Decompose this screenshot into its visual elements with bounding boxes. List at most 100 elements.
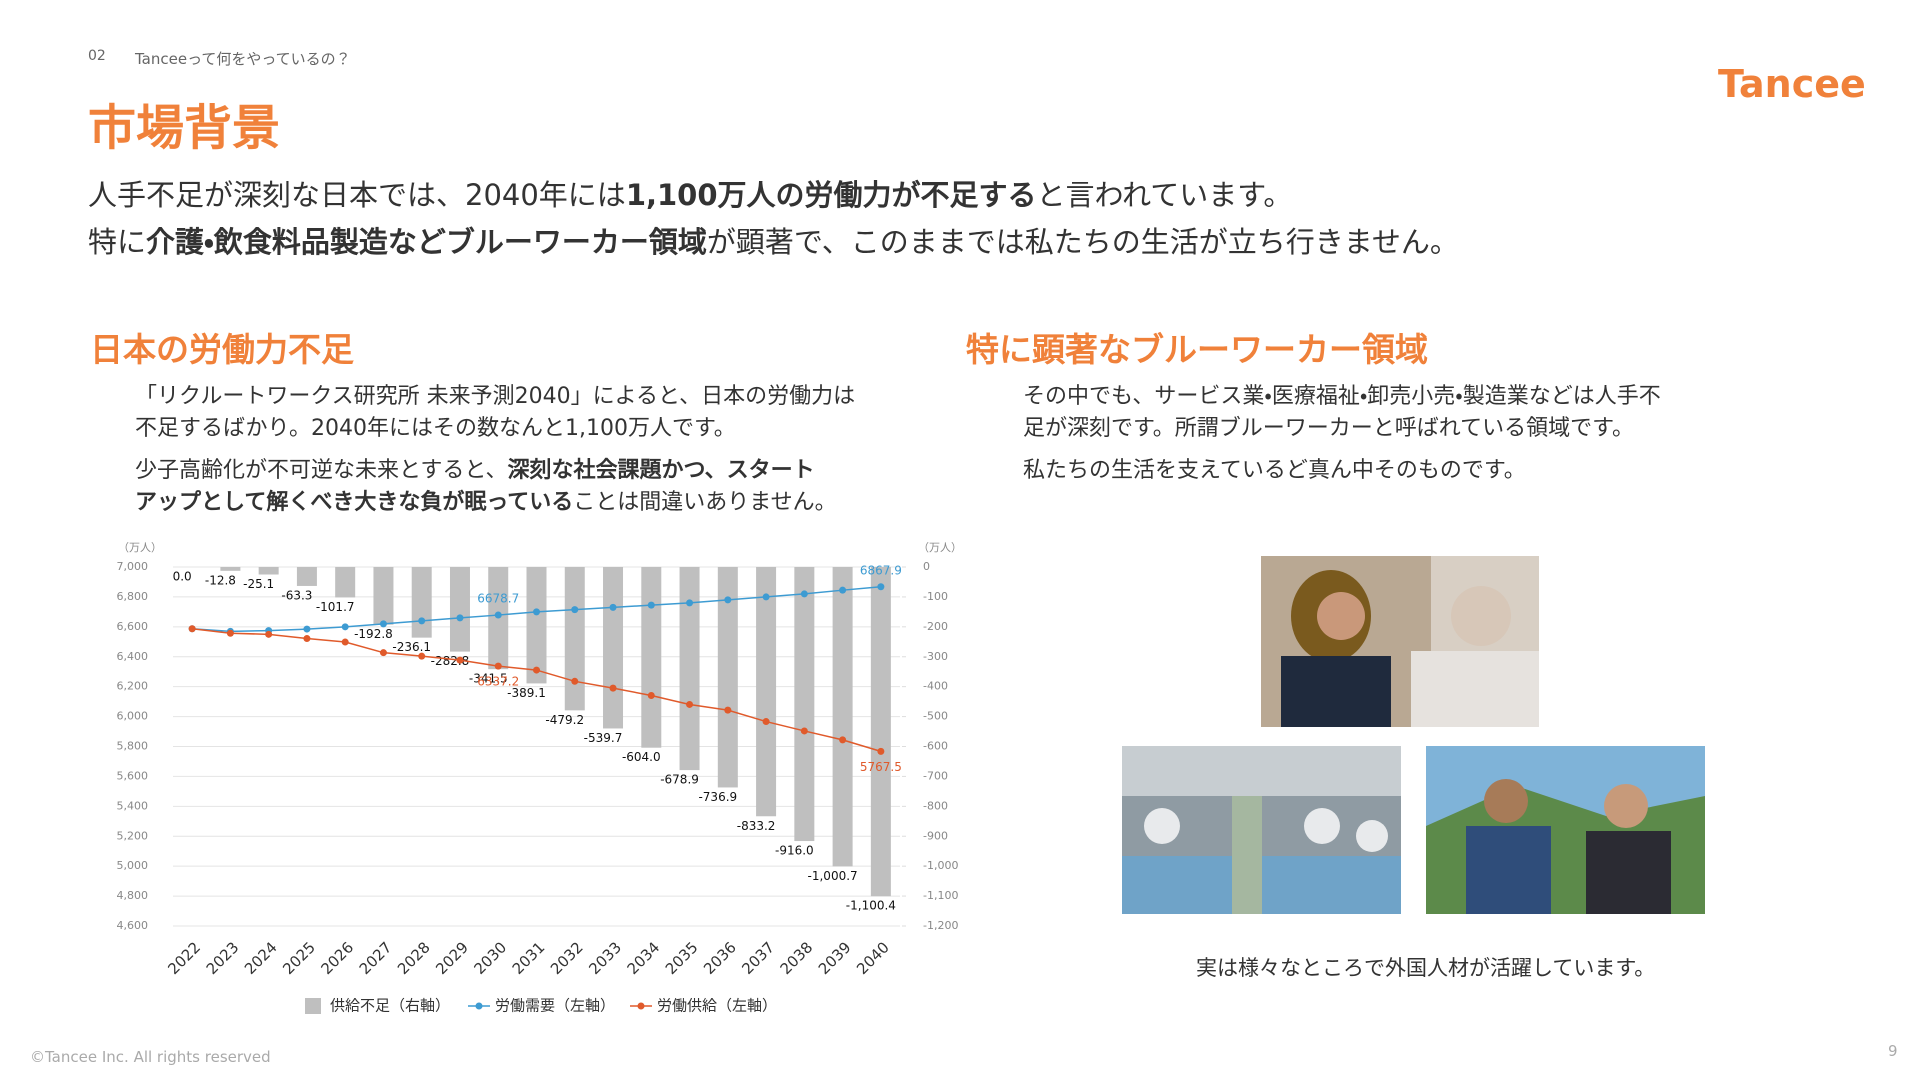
text: 足が深刻です。所謂ブルーワーカーと呼ばれている領域です。 [1023,416,1634,441]
line-point [877,583,885,591]
line-point [724,596,732,604]
y2-tick-label: -700 [923,769,948,782]
y-tick-label: 7,000 [117,560,149,573]
photo-caption: 実は様々なところで外国人材が活躍しています。 [1196,956,1656,980]
y2-tick-label: -600 [923,740,948,753]
line-point [686,700,694,708]
x-tick-label: 2028 [394,938,434,978]
bold-text: 深刻な社会課題かつ、スタート [507,458,815,483]
bar [717,567,738,788]
bar-value-label: -539.7 [584,731,623,745]
bar [870,567,891,897]
text: ことは間違いありません。 [573,490,837,515]
text-line: その中でも、サービス業・医療福祉・卸売小売・製造業などは人手不 [1023,381,1661,413]
line-point [303,635,311,643]
bar [449,567,470,652]
x-tick-label: 2035 [662,938,702,978]
line-point [265,630,273,638]
bar [603,567,624,729]
line-point [762,593,770,601]
bar [679,567,700,771]
bar-value-label: -1,100.4 [846,899,896,913]
chart: （万人） （万人） 4,600 4,800 5,000 5,200 5,400 5,600 5,… [117,541,963,1015]
y-tick-label: 5,000 [117,859,149,872]
logo: Tancee [1718,62,1866,106]
photo [1261,556,1539,727]
text: 不足するばかり。2040年にはその数なんと1,100万人です。 [135,416,736,441]
x-tick-label: 2034 [624,938,664,978]
bar [335,567,356,598]
text-line: 不足するばかり。2040年にはその数なんと1,100万人です。 [135,413,855,445]
text-line: 「リクルートワークス研究所 未来予測2040」によると、日本の労働力は [135,381,855,413]
x-tick-label: 2024 [241,938,281,978]
text: 私たちの生活を支えているど真ん中そのものです。 [1023,458,1526,483]
y2-tick-label: -800 [923,799,948,812]
bar-value-label: 0.0 [173,570,192,584]
line-point [418,652,426,660]
text-line: アップとして解くべき大きな負が眠っていることは間違いありません。 [135,487,837,519]
line-point [839,586,847,594]
text-line: 足が深刻です。所謂ブルーワーカーと呼ばれている領域です。 [1023,413,1661,445]
bar [832,567,853,867]
page-title: 市場背景 [88,100,281,156]
bar-value-label: -1,000.7 [808,869,858,883]
line-point [533,666,540,674]
y2-tick-label: -1,100 [923,889,958,902]
text: 人手不足が深刻な日本では、2040年には [88,178,626,212]
text: と言われています。 [1036,178,1293,212]
line-point [800,590,808,598]
y-tick-label: 6,600 [117,620,149,633]
bold-text: アップとして解くべき大きな負が眠っている [135,490,574,515]
line-point [418,617,426,625]
section-title: Tanceeって何をやっているの？ [135,50,351,68]
x-tick-label: 2030 [471,938,511,978]
y-tick-label: 4,800 [117,889,149,902]
text-line: 私たちの生活を支えているど真ん中そのものです。 [1023,455,1526,487]
line-value-label: 6678.7 [477,592,519,606]
y-tick-label: 6,400 [117,650,149,663]
line-point [571,677,579,685]
bar-value-label: -63.3 [281,588,312,602]
y2-tick-label: -100 [923,590,948,603]
line-point [188,625,196,633]
page-number: 9 [1888,1042,1898,1060]
text-line: 特に介護・飲食料品製造などブルーワーカー領域が顕著で、このままでは私たちの生活が… [88,219,1459,266]
text: が顕著で、このままでは私たちの生活が立ち行きません。 [706,225,1459,259]
x-tick-label: 2039 [815,938,855,978]
y-tick-label: 6,800 [117,590,149,603]
x-tick-label: 2036 [700,938,740,978]
line-point [494,662,502,670]
bar [756,567,777,817]
line-point [533,608,540,616]
line-point [303,625,311,633]
y-tick-label: 4,600 [117,919,149,932]
line-value-label: 6867.9 [860,563,902,577]
line-point [379,620,387,628]
bar [794,567,815,842]
y2-tick-label: -1,000 [923,859,958,872]
bar [258,567,279,575]
y2-tick-label: -1,200 [923,919,958,932]
bar [564,567,585,711]
right-heading: 特に顕著なブルーワーカー領域 [966,330,1428,369]
y2-tick-label: -300 [923,650,948,663]
right-paragraph: その中でも、サービス業・医療福祉・卸売小売・製造業などは人手不足が深刻です。所謂… [1023,381,1661,445]
y-tick-label: 5,400 [117,799,149,812]
y-axis-unit: （万人） [118,541,162,554]
line-point [571,606,579,614]
bar-value-label: -192.8 [354,627,393,641]
bar-value-label: -916.0 [775,844,814,858]
bar [296,567,317,586]
y2-tick-label: 0 [923,560,930,573]
bar [641,567,662,748]
y-tick-label: 5,200 [117,829,149,842]
section-number: 02 [88,48,106,64]
legend-marker [475,1002,483,1010]
text: 「リクルートワークス研究所 未来予測2040」によると、日本の労働力は [135,384,856,409]
x-tick-label: 2032 [547,938,587,978]
x-tick-label: 2033 [585,938,625,978]
line-point [647,691,655,699]
y2-tick-label: -400 [923,680,948,693]
bar-value-label: -604.0 [622,750,661,764]
